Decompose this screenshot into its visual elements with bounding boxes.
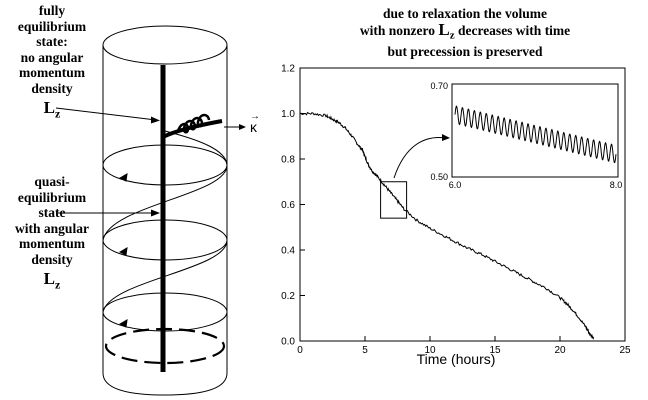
- label-mid-line-3: state: [38, 205, 66, 220]
- label-equilibrium-state: fully equilibrium state: no angular mome…: [2, 3, 102, 122]
- kappa-arrowhead: [239, 124, 246, 130]
- x-tick-label: 0: [297, 345, 303, 356]
- x-tick-label: 10: [424, 345, 436, 356]
- cylinder-bottom-rim: [102, 372, 228, 396]
- chart-title-sym: L: [438, 20, 450, 39]
- x-axis-label: Time (hours): [417, 351, 496, 367]
- x-tick-label: 20: [554, 345, 566, 356]
- chart-title-line-2: with nonzero Lz decreases with time: [305, 20, 625, 44]
- inset-ytick-top: 0.70: [430, 81, 448, 91]
- spiral-arrow-2: [118, 247, 128, 256]
- kappa-vector-mark: →: [250, 111, 260, 122]
- label-mid-line-2: equilibrium: [17, 189, 87, 205]
- chart-title-line-1: due to relaxation the volume: [383, 6, 547, 21]
- y-tick-label: 0.8: [281, 155, 295, 166]
- lz-top: L: [43, 98, 55, 117]
- label-quasi-equilibrium-state: quasi- equilibrium state with angular mo…: [2, 174, 102, 293]
- pointer-top-head: [151, 116, 160, 124]
- inset-xtick-left: 6.0: [449, 180, 462, 190]
- inset-series-line: [454, 105, 617, 164]
- label-mid-line-5: momentum: [19, 236, 85, 251]
- lz-mid: L: [43, 269, 55, 288]
- chart-title-post: decreases with time: [454, 23, 571, 38]
- kelvin-wave-curls: [176, 113, 211, 134]
- y-tick-label: 0.2: [281, 291, 295, 302]
- spiral-arrow-3: [118, 319, 128, 328]
- label-top-line-2: equilibrium: [17, 18, 87, 34]
- lz-mid-sub: z: [55, 277, 61, 292]
- label-top-line-3: state:: [36, 34, 68, 49]
- kappa-symbol: κ: [250, 119, 258, 135]
- main-series-line: [299, 111, 595, 340]
- chart-title-sub: z: [449, 29, 455, 42]
- x-ticks: 0 5 10 15 20 25: [297, 336, 631, 356]
- label-top-symbol: Lz: [2, 98, 102, 122]
- pointer-mid-head: [151, 209, 160, 217]
- y-tick-label: 1.2: [281, 64, 295, 75]
- spiral-sweep-1: [102, 164, 228, 241]
- zoom-arrow: [393, 136, 447, 179]
- y-ticks: 0.0 0.2 0.4 0.6 0.8 1.0 1.2: [281, 64, 305, 348]
- label-top-line-1: fully: [38, 3, 66, 18]
- label-mid-line-1: quasi-: [34, 174, 70, 189]
- inset-xtick-right: 8.0: [610, 180, 623, 190]
- label-mid-symbol: Lz: [2, 269, 102, 293]
- x-tick-label: 25: [619, 345, 631, 356]
- chart-title-line-3: but precession is preserved: [387, 43, 543, 59]
- y-tick-label: 0.0: [281, 337, 295, 348]
- chart-title: due to relaxation the volume with nonzer…: [305, 6, 625, 60]
- label-top-line-6: density: [31, 80, 73, 96]
- x-tick-label: 15: [489, 345, 501, 356]
- spiral-arrow-1: [118, 173, 128, 182]
- y-tick-label: 1.0: [281, 109, 295, 120]
- pointer-top: [55, 107, 157, 121]
- label-mid-line-6: density: [31, 251, 73, 267]
- label-top-line-5: momentum: [19, 65, 85, 80]
- y-tick-label: 0.4: [281, 246, 295, 257]
- label-mid-line-4: with angular: [15, 220, 89, 236]
- cylinder-diagram: κ →: [55, 25, 260, 396]
- inset-ytick-bottom: 0.50: [430, 172, 448, 182]
- lz-top-sub: z: [55, 106, 61, 121]
- x-tick-label: 5: [362, 345, 368, 356]
- zoom-highlight-box: [380, 181, 408, 219]
- zoom-arrowhead: [442, 134, 450, 141]
- label-top-line-4: no angular: [20, 49, 84, 65]
- chart-title-pre: with nonzero: [359, 23, 439, 38]
- spiral-sweep-2: [102, 239, 228, 313]
- y-tick-label: 0.6: [281, 200, 295, 211]
